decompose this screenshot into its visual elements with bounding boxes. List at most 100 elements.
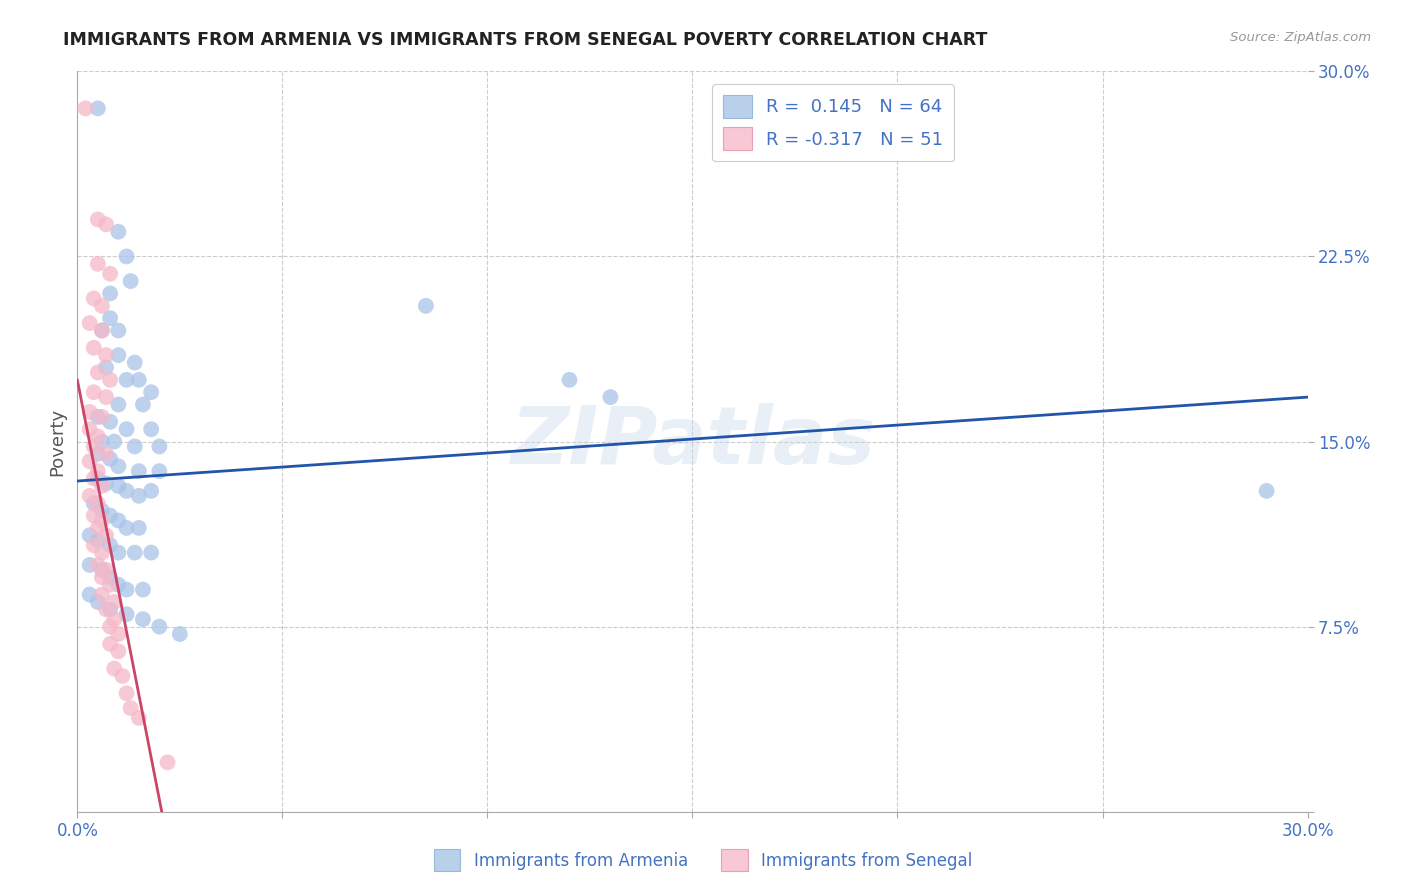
Point (87, 533, 110, 548)
Point (87, 102, 110, 116)
Point (83, 341, 105, 355)
Point (90, 503, 114, 517)
Point (141, 385, 163, 400)
Point (90, 409, 114, 424)
Point (148, 619, 170, 633)
Point (83, 471, 105, 485)
Point (83, 508, 105, 523)
Point (87, 409, 110, 424)
Point (83, 385, 105, 400)
Point (128, 521, 150, 535)
Point (79, 405, 101, 419)
Point (98, 602, 121, 616)
Point (90, 299, 114, 313)
Point (415, 299, 437, 313)
Point (558, 373, 581, 387)
Point (103, 595, 125, 609)
Point (94, 348, 117, 362)
Point (111, 669, 134, 683)
Point (107, 459, 129, 474)
Point (98, 286, 121, 301)
Point (87, 521, 110, 535)
Point (103, 662, 125, 676)
Point (87, 595, 110, 609)
Point (87, 471, 110, 485)
Point (83, 538, 105, 552)
Point (107, 546, 129, 560)
Point (94, 528, 117, 542)
Point (98, 311, 121, 326)
Point (87, 558, 110, 572)
Point (87, 212, 110, 227)
Point (90, 479, 114, 493)
Point (128, 711, 150, 725)
Point (87, 429, 110, 443)
Point (141, 483, 163, 498)
Point (107, 225, 129, 239)
Y-axis label: Poverty: Poverty (48, 408, 66, 475)
Point (90, 434, 114, 449)
Point (115, 483, 138, 498)
Legend: R =  0.145   N = 64, R = -0.317   N = 51: R = 0.145 N = 64, R = -0.317 N = 51 (711, 84, 955, 161)
Point (107, 398, 129, 412)
Point (141, 546, 163, 560)
Point (107, 514, 129, 528)
Point (128, 464, 150, 478)
Point (90, 563, 114, 577)
Point (94, 360, 117, 375)
Point (115, 582, 138, 597)
Point (115, 373, 138, 387)
Point (107, 479, 129, 493)
Point (87, 496, 110, 510)
Point (90, 514, 114, 528)
Point (79, 422, 101, 436)
Point (79, 454, 101, 468)
Point (94, 447, 117, 461)
Point (94, 218, 117, 232)
Point (83, 292, 105, 306)
Point (107, 324, 129, 338)
Point (98, 637, 121, 651)
Point (124, 355, 146, 369)
Point (124, 440, 146, 454)
Point (83, 496, 105, 510)
Point (156, 756, 179, 770)
Point (120, 701, 142, 715)
Point (94, 602, 117, 616)
Point (98, 451, 121, 466)
Point (83, 440, 105, 454)
Point (103, 612, 125, 626)
Text: ZIPatlas: ZIPatlas (510, 402, 875, 481)
Point (107, 577, 129, 591)
Point (94, 390, 117, 404)
Point (107, 627, 129, 641)
Point (98, 415, 121, 429)
Point (98, 577, 121, 591)
Text: IMMIGRANTS FROM ARMENIA VS IMMIGRANTS FROM SENEGAL POVERTY CORRELATION CHART: IMMIGRANTS FROM ARMENIA VS IMMIGRANTS FR… (63, 31, 987, 49)
Point (103, 434, 125, 449)
Point (107, 644, 129, 658)
Point (128, 373, 150, 387)
Point (120, 274, 142, 288)
Point (141, 422, 163, 436)
Point (169, 627, 191, 641)
Point (115, 249, 138, 264)
Point (98, 570, 121, 584)
Point (79, 528, 101, 542)
Point (115, 521, 138, 535)
Legend: Immigrants from Armenia, Immigrants from Senegal: Immigrants from Armenia, Immigrants from… (425, 841, 981, 880)
Point (115, 422, 138, 436)
Point (98, 267, 121, 281)
Point (87, 447, 110, 461)
Point (90, 546, 114, 560)
Point (79, 489, 101, 503)
Point (132, 398, 155, 412)
Point (87, 366, 110, 380)
Point (90, 324, 114, 338)
Point (79, 558, 101, 572)
Point (79, 316, 101, 330)
Text: Source: ZipAtlas.com: Source: ZipAtlas.com (1230, 31, 1371, 45)
Point (599, 390, 621, 404)
Point (90, 570, 114, 584)
Point (128, 489, 150, 503)
